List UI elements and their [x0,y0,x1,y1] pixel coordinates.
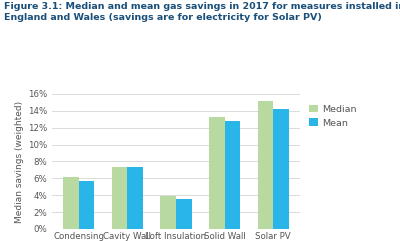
Bar [176,200,192,229]
Text: Figure 3.1: Median and mean gas savings in 2017 for measures installed in 2016,
: Figure 3.1: Median and mean gas savings … [4,2,400,22]
Bar [160,196,176,229]
Bar [79,181,94,229]
Bar [128,167,143,229]
Bar [258,101,273,229]
Bar [209,117,224,229]
Bar [224,121,240,229]
Legend: Median, Mean: Median, Mean [305,101,360,131]
Bar [63,177,79,229]
Y-axis label: Median savings (weighted): Median savings (weighted) [15,100,24,222]
Bar [273,109,289,229]
Bar [112,167,128,229]
